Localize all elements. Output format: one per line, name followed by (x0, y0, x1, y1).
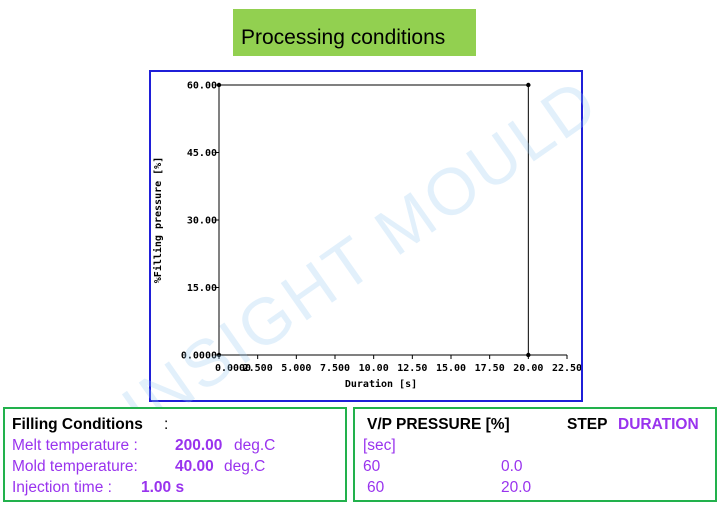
melt-temperature-value: 200.00 (175, 437, 223, 454)
injection-time-value: 1.00 s (141, 479, 185, 496)
x-tick-label: 22.50 (552, 363, 581, 374)
y-tick-label: 45.00 (187, 148, 217, 159)
mold-temperature-label: Mold temperature: (12, 458, 138, 475)
x-tick-label: 17.50 (475, 363, 505, 374)
data-point (216, 352, 222, 358)
filling-conditions-colon: : (164, 416, 169, 433)
vp-row-1-pressure: 60 (363, 458, 381, 475)
data-point (216, 82, 222, 88)
y-tick-label: 0.0000 (181, 351, 217, 362)
mold-temperature-unit: deg.C (224, 458, 266, 475)
data-point (526, 82, 531, 88)
x-tick-label: 7.500 (320, 363, 350, 374)
injection-time-label: Injection time : (12, 479, 112, 496)
vp-row-1-duration: 0.0 (501, 458, 523, 475)
series-line (218, 84, 529, 355)
x-tick-label: 10.00 (359, 363, 389, 374)
y-axis-label: %Filling pressure [%] (152, 157, 164, 283)
vp-pressure-panel: V/P PRESSURE [%] STEP DURATION [sec] 60 … (353, 407, 717, 502)
filling-conditions-panel: Filling Conditions : Melt temperature : … (3, 407, 347, 502)
x-axis-label: Duration [s] (345, 378, 417, 390)
step-header: STEP (567, 416, 608, 433)
x-tick-label: 5.000 (281, 363, 311, 374)
data-point (526, 352, 531, 358)
vp-row-2-pressure: 60 (367, 479, 385, 496)
mold-temperature-value: 40.00 (175, 458, 214, 475)
y-tick-label: 15.00 (187, 283, 217, 294)
x-tick-label: 20.00 (513, 363, 543, 374)
x-tick-label: 15.00 (436, 363, 466, 374)
melt-temperature-unit: deg.C (234, 437, 276, 454)
sec-unit-label: [sec] (363, 437, 396, 454)
y-tick-label: 30.00 (187, 216, 217, 227)
vp-pressure-header: V/P PRESSURE [%] (367, 416, 510, 433)
filling-conditions-heading: Filling Conditions (12, 416, 143, 433)
x-tick-label: 2.500 (243, 363, 273, 374)
filling-pressure-chart: 0.0000 15.00 30.00 45.00 60.00 0.0000 2.500 5.0… (149, 70, 583, 402)
vp-row-2-duration: 20.0 (501, 479, 532, 496)
duration-header: DURATION (618, 416, 699, 433)
page-title: Processing conditions (233, 9, 476, 56)
x-tick-label: 0.0000 (215, 363, 251, 374)
x-tick-label: 12.50 (397, 363, 427, 374)
y-tick-label: 60.00 (187, 81, 217, 92)
melt-temperature-label: Melt temperature : (12, 437, 138, 454)
